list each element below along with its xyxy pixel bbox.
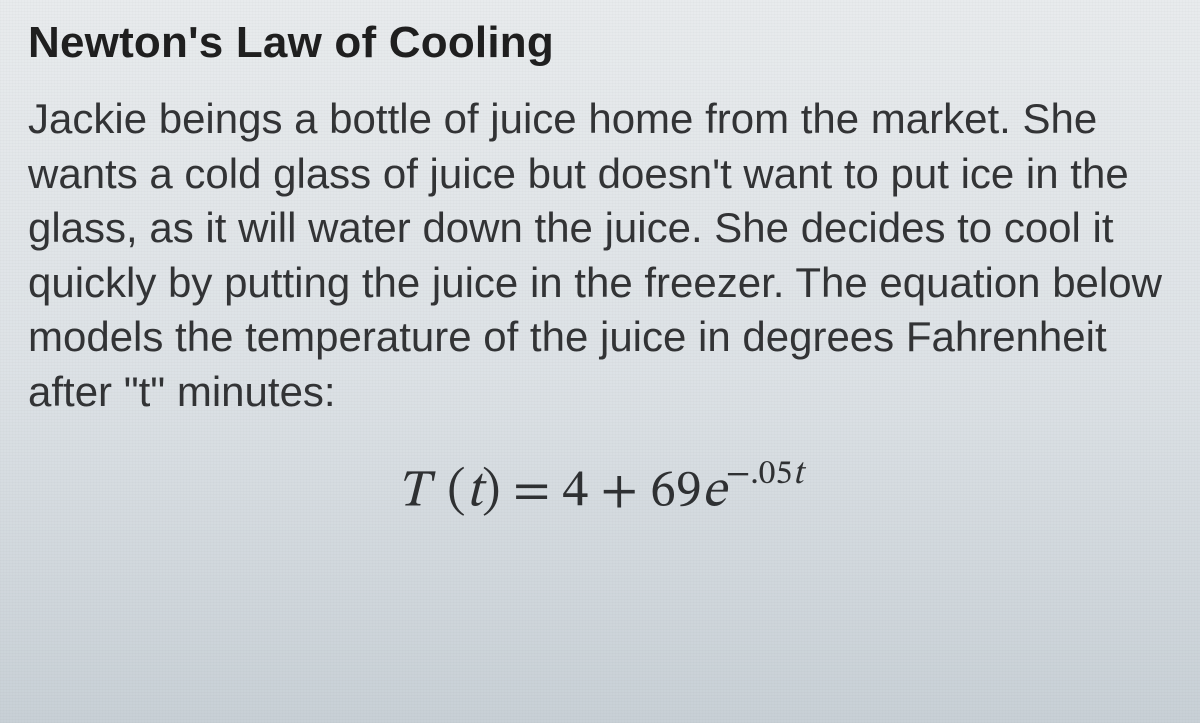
formula-fn: T — [397, 466, 428, 518]
formula-container: T (t) = 4 + 69e−.05t — [28, 458, 1172, 525]
formula-coeff-b: 69 — [650, 466, 701, 518]
formula-const-a: 4 — [563, 466, 589, 518]
formula-exp-coeff: .05 — [750, 458, 792, 492]
formula-base-e: e — [702, 466, 726, 518]
page-title: Newton's Law of Cooling — [28, 18, 1172, 68]
formula-equals: = — [513, 466, 550, 518]
cooling-formula: T (t) = 4 + 69e−.05t — [397, 458, 803, 525]
formula-open-paren: ( — [441, 466, 466, 518]
formula-exponent: −.05t — [726, 458, 803, 492]
formula-plus: + — [601, 466, 638, 518]
formula-close-paren: ) — [482, 466, 501, 518]
formula-exp-neg: − — [726, 458, 750, 492]
formula-exp-var: t — [792, 458, 803, 492]
formula-var: t — [466, 466, 482, 518]
problem-paragraph: Jackie beings a bottle of juice home fro… — [28, 92, 1172, 420]
